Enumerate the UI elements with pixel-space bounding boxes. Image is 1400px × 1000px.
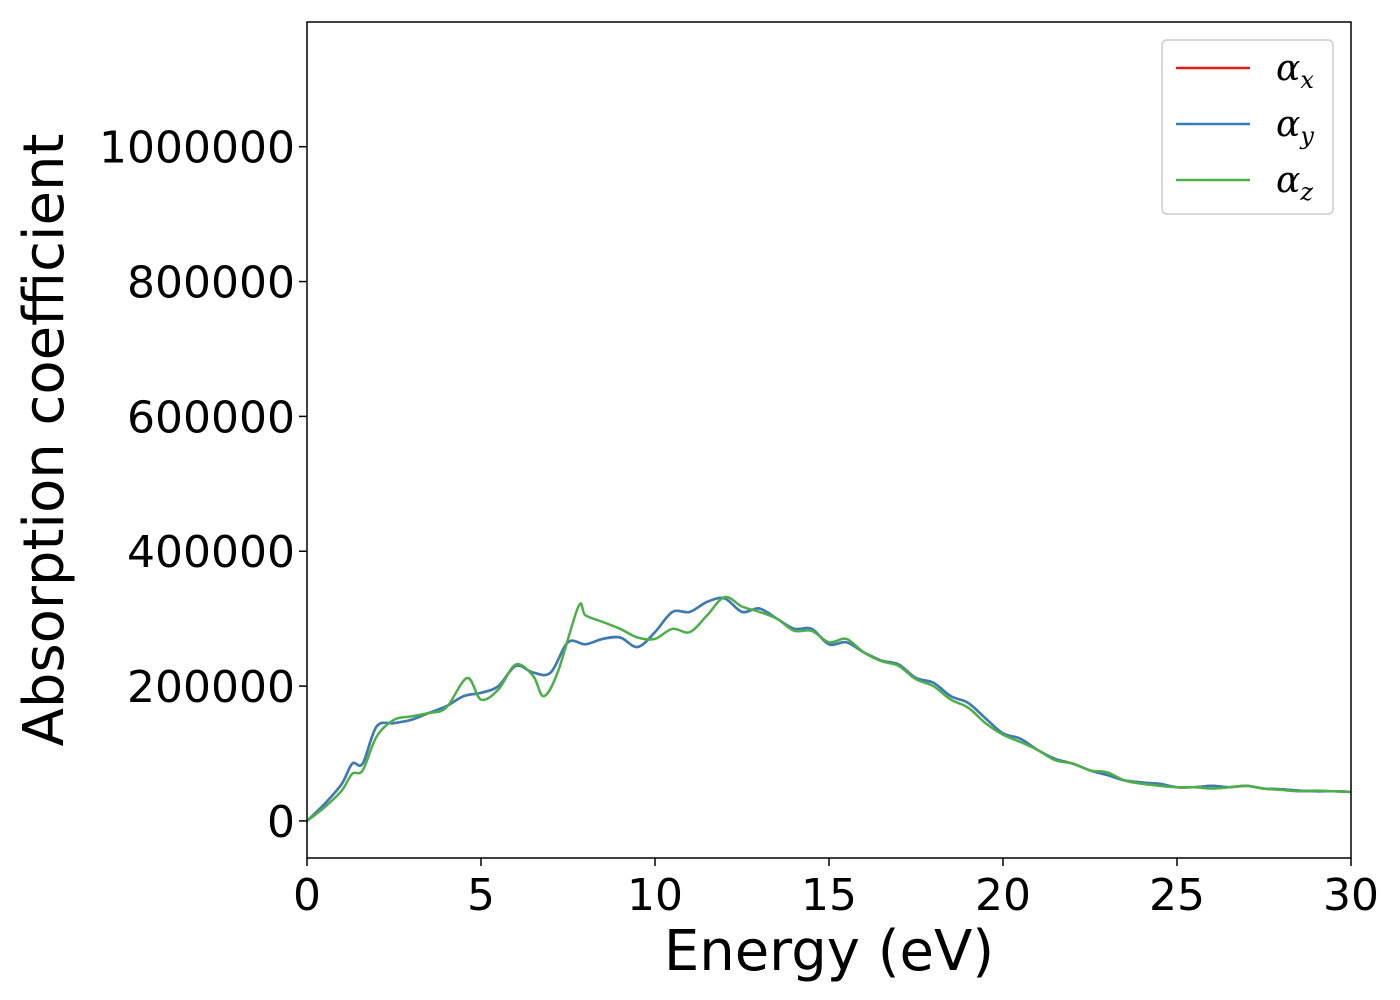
y-tick-label: 400000 [127, 527, 295, 578]
legend-label-z: αz [1276, 160, 1313, 206]
x-axis-title: Energy (eV) [664, 919, 994, 984]
series-line-z [307, 595, 1351, 823]
x-tick-label: 25 [1149, 870, 1205, 921]
legend-label-x: αx [1276, 48, 1314, 94]
x-tick-label: 15 [801, 870, 857, 921]
y-tick-label: 600000 [127, 392, 295, 443]
x-tick-label: 5 [467, 870, 495, 921]
legend-box [1161, 39, 1334, 215]
x-tick-label: 10 [627, 870, 683, 921]
y-axis-ticks: 0 200000 400000 600000 800000 1000000 [99, 123, 307, 848]
x-tick-label: 0 [293, 870, 321, 921]
series-layer [307, 595, 1351, 823]
y-tick-label: 800000 [127, 258, 295, 309]
x-tick-label: 20 [975, 870, 1031, 921]
legend: αx αy αz [1161, 39, 1334, 215]
legend-label-y: αy [1276, 104, 1314, 150]
y-tick-label: 1000000 [99, 123, 295, 174]
x-tick-label: 30 [1323, 870, 1379, 921]
legend-items: αx αy αz [1176, 48, 1314, 206]
y-tick-label: 200000 [127, 662, 295, 713]
y-tick-label: 0 [267, 797, 295, 848]
x-axis-ticks: 0 5 10 15 20 25 30 [293, 858, 1379, 921]
y-axis-title: Absorption coefficient [12, 134, 77, 747]
